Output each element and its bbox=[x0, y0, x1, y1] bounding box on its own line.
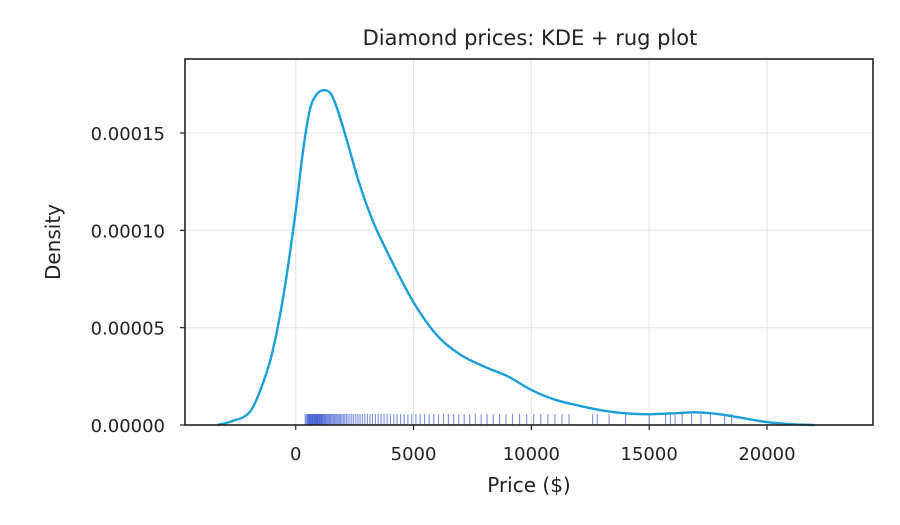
chart-title: Diamond prices: KDE + rug plot bbox=[363, 26, 698, 50]
grid-lines bbox=[185, 59, 873, 426]
kde-curve bbox=[216, 88, 816, 427]
y-axis-label: Density bbox=[41, 204, 65, 280]
x-axis-label: Price ($) bbox=[487, 473, 570, 497]
x-tick-label: 5000 bbox=[391, 444, 437, 465]
rug-marks bbox=[304, 414, 733, 425]
y-tick-label: 0.00000 bbox=[91, 416, 165, 437]
x-axis: 0 5000 10000 15000 20000 bbox=[290, 425, 796, 465]
x-tick-label: 15000 bbox=[621, 444, 678, 465]
y-tick-label: 0.00005 bbox=[91, 319, 165, 340]
y-tick-label: 0.00010 bbox=[91, 221, 165, 242]
plot-frame bbox=[184, 58, 874, 426]
y-tick-label: 0.00015 bbox=[91, 124, 165, 145]
y-axis: 0.00000 0.00005 0.00010 0.00015 bbox=[91, 124, 185, 437]
x-tick-label: 10000 bbox=[503, 444, 560, 465]
x-tick-label: 20000 bbox=[738, 444, 795, 465]
x-tick-label: 0 bbox=[290, 444, 301, 465]
